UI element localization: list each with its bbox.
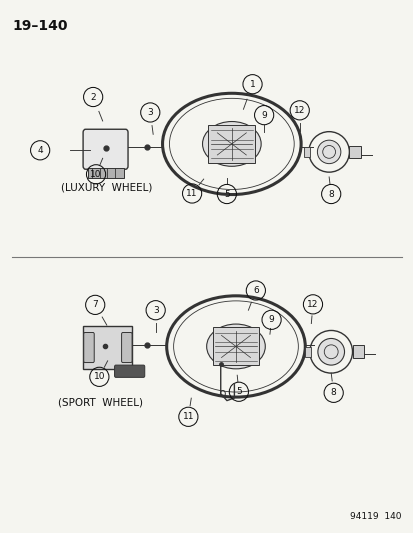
Text: 4: 4 bbox=[37, 146, 43, 155]
Text: 1: 1 bbox=[249, 80, 255, 88]
Ellipse shape bbox=[206, 324, 265, 369]
FancyBboxPatch shape bbox=[208, 125, 255, 163]
Text: 11: 11 bbox=[182, 413, 194, 421]
FancyBboxPatch shape bbox=[83, 130, 128, 169]
Text: 5: 5 bbox=[223, 190, 229, 198]
FancyBboxPatch shape bbox=[114, 365, 145, 377]
FancyBboxPatch shape bbox=[83, 333, 94, 362]
Text: 9: 9 bbox=[268, 316, 274, 324]
FancyBboxPatch shape bbox=[303, 147, 309, 157]
FancyBboxPatch shape bbox=[212, 327, 259, 366]
Text: 12: 12 bbox=[293, 106, 305, 115]
Text: 10: 10 bbox=[90, 170, 102, 179]
Text: 10: 10 bbox=[93, 373, 105, 381]
FancyBboxPatch shape bbox=[304, 347, 310, 357]
Text: 94119  140: 94119 140 bbox=[349, 512, 401, 521]
Text: 9: 9 bbox=[261, 111, 266, 119]
Text: 19–140: 19–140 bbox=[12, 19, 68, 33]
Text: 8: 8 bbox=[328, 190, 333, 198]
FancyBboxPatch shape bbox=[121, 333, 132, 362]
Ellipse shape bbox=[202, 122, 261, 166]
FancyBboxPatch shape bbox=[83, 326, 132, 369]
Text: (SPORT  WHEEL): (SPORT WHEEL) bbox=[58, 398, 142, 407]
FancyBboxPatch shape bbox=[351, 345, 363, 358]
Ellipse shape bbox=[317, 140, 340, 164]
Ellipse shape bbox=[317, 338, 344, 365]
Text: 7: 7 bbox=[92, 301, 98, 309]
Text: 8: 8 bbox=[330, 389, 336, 397]
Text: 6: 6 bbox=[252, 286, 258, 295]
Text: 3: 3 bbox=[147, 108, 153, 117]
Text: 12: 12 bbox=[306, 300, 318, 309]
Text: (LUXURY  WHEEL): (LUXURY WHEEL) bbox=[61, 183, 152, 192]
Text: 3: 3 bbox=[152, 306, 158, 314]
Text: 11: 11 bbox=[186, 189, 197, 198]
Text: 5: 5 bbox=[235, 387, 241, 396]
FancyBboxPatch shape bbox=[88, 168, 123, 178]
FancyBboxPatch shape bbox=[349, 146, 360, 158]
Text: 2: 2 bbox=[90, 93, 96, 101]
